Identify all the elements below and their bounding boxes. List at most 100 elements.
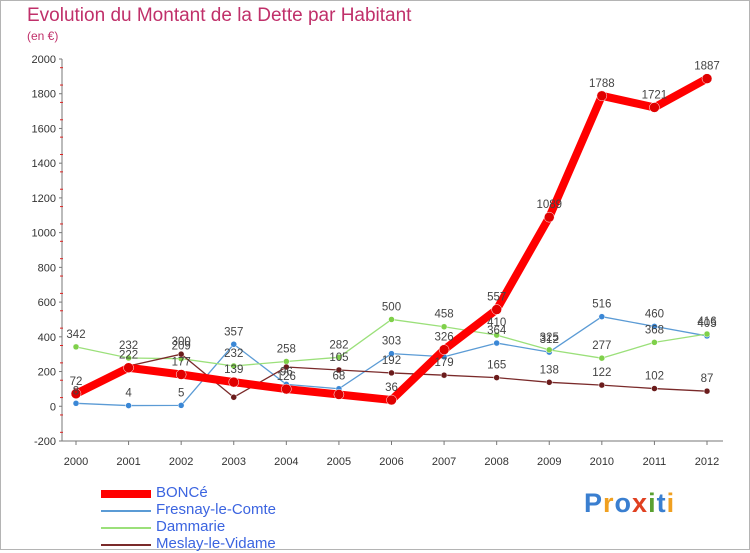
data-point-bonc-: [649, 102, 660, 113]
data-point-fresnay-le-comte: [493, 339, 500, 347]
data-label-fresnay-le-comte: 516: [592, 299, 611, 311]
logo-letter: x: [632, 488, 649, 518]
data-point-dammarie: [651, 339, 658, 346]
data-label-dammarie: 458: [434, 309, 453, 321]
data-point-dammarie: [230, 362, 237, 370]
data-label-dammarie: 368: [645, 324, 664, 336]
data-label-meslay-le-vidame: 179: [434, 357, 453, 369]
data-label-fresnay-le-comte: 8: [73, 385, 79, 397]
data-point-bonc-: [491, 304, 502, 315]
logo-letter: o: [614, 488, 633, 518]
x-tick-label: 2000: [64, 456, 88, 468]
data-point-dammarie: [546, 346, 553, 354]
data-point-meslay-le-vidame: [651, 385, 658, 392]
y-tick-label: 1000: [32, 228, 56, 240]
data-label-fresnay-le-comte: 96: [280, 366, 293, 378]
logo-letter: t: [656, 488, 667, 518]
data-label-fresnay-le-comte: 357: [224, 326, 243, 338]
data-label-meslay-le-vidame: 300: [172, 336, 191, 348]
proxiti-logo: Proxiti: [584, 488, 675, 519]
x-tick-label: 2010: [590, 456, 614, 468]
data-point-bonc-: [123, 362, 134, 373]
data-label-meslay-le-vidame: 122: [592, 367, 611, 379]
data-label-dammarie: 232: [224, 348, 243, 360]
data-label-bonc-: 36: [385, 382, 398, 394]
y-tick-label: 600: [38, 297, 56, 309]
y-tick-label: 1800: [32, 89, 56, 101]
data-label-bonc-: 1887: [694, 61, 720, 73]
data-point-fresnay-le-comte: [230, 341, 237, 348]
data-label-bonc-: 1089: [536, 199, 562, 211]
legend-label: Dammarie: [156, 518, 226, 535]
data-label-dammarie: 500: [382, 301, 401, 313]
data-label-bonc-: 177: [172, 356, 191, 368]
data-point-dammarie: [335, 354, 343, 361]
y-tick-label: -200: [34, 436, 56, 448]
data-point-bonc-: [70, 388, 82, 400]
data-label-meslay-le-vidame: 192: [382, 355, 401, 367]
data-point-meslay-le-vidame: [177, 350, 185, 358]
data-point-bonc-: [701, 73, 713, 84]
data-label-meslay-le-vidame: 102: [645, 371, 664, 383]
legend-label: BONCé: [156, 484, 208, 501]
data-label-dammarie: 410: [487, 317, 506, 329]
x-tick-label: 2002: [169, 456, 193, 468]
data-point-meslay-le-vidame: [283, 363, 290, 371]
x-tick-label: 2009: [537, 456, 561, 468]
data-point-dammarie: [703, 330, 711, 338]
data-point-dammarie: [125, 354, 132, 362]
data-point-meslay-le-vidame: [230, 393, 237, 401]
data-label-fresnay-le-comte: 312: [540, 334, 559, 346]
legend-swatch: [101, 490, 151, 498]
data-point-meslay-le-vidame: [335, 366, 343, 374]
x-tick-label: 2001: [116, 456, 140, 468]
data-label-fresnay-le-comte: 303: [382, 336, 401, 348]
data-label-fresnay-le-comte: 364: [487, 325, 507, 337]
data-label-fresnay-le-comte: 4: [125, 388, 132, 400]
data-point-dammarie: [598, 354, 606, 362]
data-label-dammarie: 258: [277, 343, 296, 355]
legend-swatch: [101, 510, 151, 512]
data-point-dammarie: [72, 343, 80, 351]
legend-swatch: [101, 527, 151, 529]
data-label-fresnay-le-comte: 460: [645, 308, 664, 320]
data-label-bonc-: 126: [277, 371, 296, 383]
data-point-dammarie: [440, 323, 448, 330]
data-label-dammarie: 282: [329, 339, 348, 351]
chart-unit-label: (en €): [27, 29, 59, 43]
data-label-meslay-le-vidame: 87: [701, 373, 714, 385]
logo-letter: i: [648, 488, 657, 518]
data-label-meslay-le-vidame: 105: [329, 352, 348, 364]
data-label-bonc-: 1788: [589, 78, 615, 90]
data-point-fresnay-le-comte: [388, 350, 395, 357]
data-label-dammarie: 342: [66, 329, 85, 341]
data-point-meslay-le-vidame: [388, 369, 395, 377]
data-label-bonc-: 1721: [642, 89, 668, 101]
data-point-meslay-le-vidame: [440, 371, 448, 379]
data-point-bonc-: [281, 383, 292, 395]
y-tick-label: 1600: [32, 123, 56, 135]
data-point-bonc-: [386, 394, 397, 406]
x-tick-label: 2003: [222, 456, 246, 468]
data-point-bonc-: [438, 344, 450, 355]
data-label-fresnay-le-comte: 68: [333, 371, 346, 383]
data-point-bonc-: [228, 376, 239, 388]
x-tick-label: 2005: [327, 456, 351, 468]
data-point-meslay-le-vidame: [546, 379, 553, 386]
data-point-meslay-le-vidame: [703, 387, 711, 395]
y-tick-label: 2000: [32, 54, 56, 66]
data-label-dammarie: 416: [697, 316, 716, 328]
logo-letter: i: [666, 488, 676, 518]
y-tick-label: 400: [38, 332, 56, 344]
data-label-bonc-: 326: [434, 332, 453, 344]
x-tick-label: 2011: [643, 456, 667, 468]
logo-letter: r: [603, 488, 615, 518]
y-tick-label: 200: [38, 367, 56, 379]
data-point-dammarie: [283, 358, 290, 365]
data-point-fresnay-le-comte: [177, 402, 185, 409]
x-tick-label: 2007: [432, 456, 456, 468]
data-point-meslay-le-vidame: [598, 381, 606, 389]
data-label-dammarie: 232: [119, 340, 138, 352]
data-label-meslay-le-vidame: 138: [540, 364, 559, 376]
